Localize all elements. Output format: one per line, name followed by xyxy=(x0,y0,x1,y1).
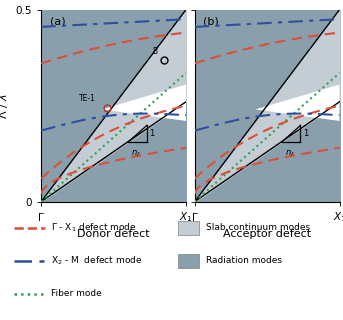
X-axis label: Acceptor defect: Acceptor defect xyxy=(223,228,311,239)
Y-axis label: $\Lambda$ / $\lambda$: $\Lambda$ / $\lambda$ xyxy=(0,93,10,118)
Polygon shape xyxy=(102,84,186,121)
Bar xyxy=(178,220,199,235)
Text: $n_f$: $n_f$ xyxy=(285,148,295,159)
Text: Slab continuum modes: Slab continuum modes xyxy=(206,223,310,232)
Text: 1: 1 xyxy=(303,129,308,138)
Text: B: B xyxy=(153,47,158,56)
X-axis label: Donor defect: Donor defect xyxy=(77,228,150,239)
Text: TE-1: TE-1 xyxy=(79,93,95,102)
Text: $\Gamma$ - X$_1$ defect mode: $\Gamma$ - X$_1$ defect mode xyxy=(51,221,137,234)
Text: $n_f$: $n_f$ xyxy=(131,148,142,159)
Text: X$_2$ - M  defect mode: X$_2$ - M defect mode xyxy=(51,254,143,267)
Text: Radiation modes: Radiation modes xyxy=(206,256,282,265)
Text: (a): (a) xyxy=(50,16,66,26)
Text: 1: 1 xyxy=(149,129,154,138)
Bar xyxy=(178,254,199,268)
Polygon shape xyxy=(256,84,340,121)
Text: Fiber mode: Fiber mode xyxy=(51,290,102,299)
Text: (b): (b) xyxy=(203,16,219,26)
